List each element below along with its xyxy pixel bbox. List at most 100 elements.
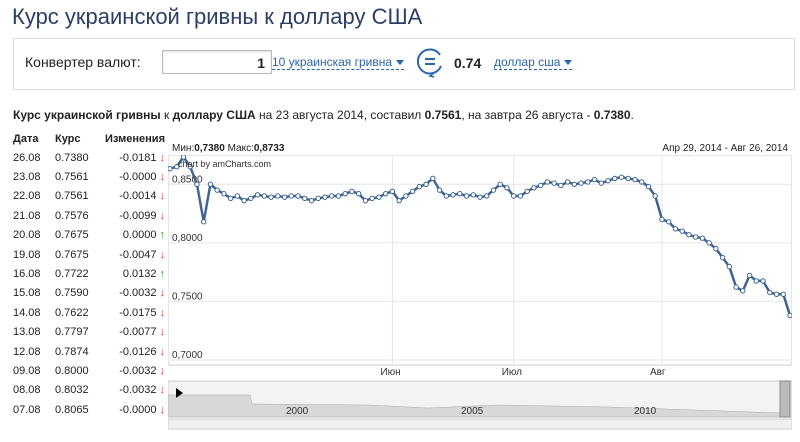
- data-point[interactable]: [389, 188, 396, 195]
- data-point[interactable]: [726, 263, 733, 270]
- data-point[interactable]: [295, 193, 301, 199]
- data-point[interactable]: [315, 195, 321, 202]
- data-point[interactable]: [369, 195, 375, 202]
- data-point[interactable]: [261, 193, 268, 199]
- data-point[interactable]: [517, 193, 524, 199]
- data-point[interactable]: [773, 291, 780, 297]
- data-point[interactable]: [174, 164, 180, 170]
- data-point[interactable]: [578, 180, 584, 186]
- data-point[interactable]: [302, 195, 308, 202]
- data-point[interactable]: [733, 284, 739, 290]
- data-point[interactable]: [288, 193, 295, 199]
- data-point[interactable]: [382, 190, 389, 197]
- data-point[interactable]: [504, 185, 510, 191]
- data-point[interactable]: [403, 193, 409, 199]
- data-point[interactable]: [585, 179, 591, 185]
- data-point[interactable]: [416, 183, 423, 190]
- data-point[interactable]: [396, 197, 402, 204]
- data-point[interactable]: [544, 179, 551, 185]
- data-point[interactable]: [443, 193, 450, 199]
- data-point[interactable]: [780, 291, 786, 297]
- data-point[interactable]: [686, 231, 692, 238]
- data-point[interactable]: [349, 188, 355, 195]
- data-point[interactable]: [194, 181, 200, 187]
- data-point[interactable]: [665, 219, 672, 225]
- navigator-handle[interactable]: [779, 380, 791, 418]
- data-point[interactable]: [699, 235, 706, 241]
- data-point[interactable]: [787, 312, 793, 319]
- data-point[interactable]: [551, 180, 557, 186]
- data-point[interactable]: [342, 190, 348, 197]
- data-point[interactable]: [510, 193, 517, 199]
- data-point[interactable]: [605, 178, 611, 184]
- data-point[interactable]: [618, 174, 625, 180]
- data-point[interactable]: [659, 216, 665, 223]
- data-point[interactable]: [463, 193, 470, 199]
- data-point[interactable]: [248, 195, 254, 202]
- data-point[interactable]: [531, 185, 537, 191]
- data-point[interactable]: [719, 254, 726, 261]
- data-point[interactable]: [558, 182, 564, 189]
- data-point[interactable]: [275, 193, 281, 199]
- data-point[interactable]: [612, 175, 618, 182]
- data-point[interactable]: [625, 175, 631, 182]
- data-point[interactable]: [436, 187, 443, 193]
- data-point[interactable]: [234, 193, 241, 199]
- data-point[interactable]: [524, 188, 530, 195]
- data-point[interactable]: [571, 181, 578, 187]
- data-point[interactable]: [760, 278, 766, 284]
- swap-currency-icon[interactable]: [414, 46, 446, 78]
- data-point[interactable]: [450, 192, 456, 198]
- data-point[interactable]: [187, 164, 193, 170]
- data-point[interactable]: [167, 166, 173, 172]
- data-point[interactable]: [409, 188, 416, 195]
- data-point[interactable]: [362, 197, 369, 204]
- data-point[interactable]: [753, 278, 760, 284]
- data-point[interactable]: [652, 193, 658, 199]
- data-point[interactable]: [713, 246, 719, 252]
- data-point[interactable]: [221, 190, 227, 197]
- data-point[interactable]: [214, 187, 220, 193]
- data-point[interactable]: [241, 197, 247, 204]
- data-point[interactable]: [470, 192, 476, 198]
- play-icon[interactable]: [176, 388, 183, 398]
- to-currency-select[interactable]: доллар сша: [494, 55, 573, 70]
- data-point[interactable]: [308, 197, 315, 204]
- from-currency-select[interactable]: 10 украинская гривна: [272, 55, 405, 70]
- data-point[interactable]: [692, 234, 699, 240]
- data-point[interactable]: [537, 182, 544, 189]
- data-point[interactable]: [430, 175, 436, 182]
- scrollbar[interactable]: [167, 418, 793, 430]
- data-point[interactable]: [322, 194, 328, 200]
- data-point[interactable]: [180, 154, 187, 160]
- data-point[interactable]: [355, 190, 362, 197]
- data-point[interactable]: [376, 194, 382, 200]
- data-point[interactable]: [679, 228, 685, 234]
- data-point[interactable]: [254, 192, 261, 198]
- data-point[interactable]: [706, 240, 712, 246]
- data-point[interactable]: [490, 187, 497, 193]
- data-point[interactable]: [457, 190, 463, 197]
- data-point[interactable]: [598, 180, 605, 186]
- data-point[interactable]: [200, 219, 207, 225]
- data-point[interactable]: [639, 179, 645, 185]
- data-point[interactable]: [591, 176, 598, 183]
- data-point[interactable]: [329, 193, 335, 199]
- data-point[interactable]: [767, 289, 773, 296]
- data-point[interactable]: [645, 183, 652, 190]
- data-point[interactable]: [746, 272, 753, 279]
- data-point[interactable]: [281, 194, 288, 200]
- data-point[interactable]: [740, 288, 746, 294]
- data-point[interactable]: [268, 194, 274, 200]
- data-point[interactable]: [484, 193, 490, 199]
- data-point[interactable]: [423, 181, 429, 187]
- data-point[interactable]: [477, 194, 483, 200]
- data-point[interactable]: [672, 226, 679, 232]
- data-point[interactable]: [227, 195, 234, 202]
- data-point[interactable]: [564, 179, 571, 185]
- data-point[interactable]: [335, 193, 342, 199]
- data-point[interactable]: [632, 176, 638, 183]
- data-point[interactable]: [497, 181, 503, 187]
- amount-input[interactable]: 1: [162, 50, 272, 74]
- data-point[interactable]: [207, 181, 214, 187]
